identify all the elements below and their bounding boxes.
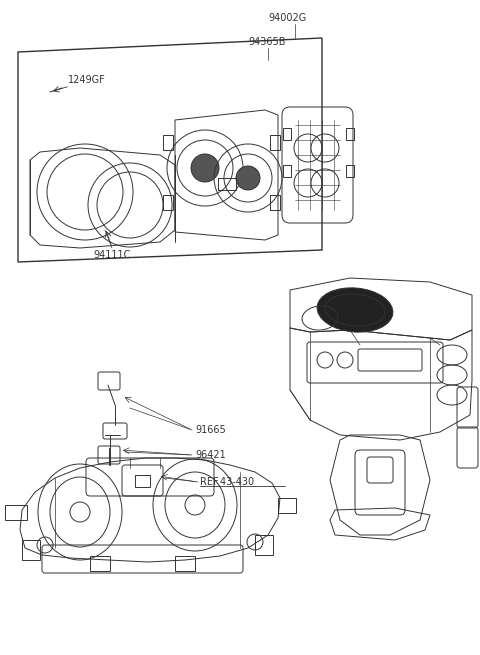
Bar bbox=[135, 475, 150, 487]
Text: 94002G: 94002G bbox=[268, 13, 306, 23]
Circle shape bbox=[191, 154, 219, 182]
Text: 94365B: 94365B bbox=[248, 37, 286, 47]
Bar bbox=[255, 535, 273, 555]
Bar bbox=[163, 195, 173, 210]
Bar bbox=[283, 165, 291, 177]
Bar bbox=[218, 178, 236, 190]
Text: 96421: 96421 bbox=[195, 450, 226, 460]
Ellipse shape bbox=[317, 288, 393, 332]
Bar bbox=[346, 128, 354, 140]
Text: 94111C: 94111C bbox=[93, 250, 131, 260]
Ellipse shape bbox=[325, 294, 385, 326]
Bar bbox=[270, 195, 280, 210]
Circle shape bbox=[236, 166, 260, 190]
Text: REF.43-430: REF.43-430 bbox=[200, 477, 254, 487]
Bar bbox=[175, 556, 195, 571]
Bar bbox=[270, 135, 280, 150]
Bar bbox=[5, 505, 27, 520]
Bar bbox=[283, 128, 291, 140]
Bar bbox=[346, 165, 354, 177]
Text: 91665: 91665 bbox=[195, 425, 226, 435]
Bar bbox=[22, 540, 40, 560]
Bar bbox=[163, 135, 173, 150]
Bar bbox=[278, 498, 296, 513]
Bar bbox=[90, 556, 110, 571]
Text: 1249GF: 1249GF bbox=[68, 75, 106, 85]
